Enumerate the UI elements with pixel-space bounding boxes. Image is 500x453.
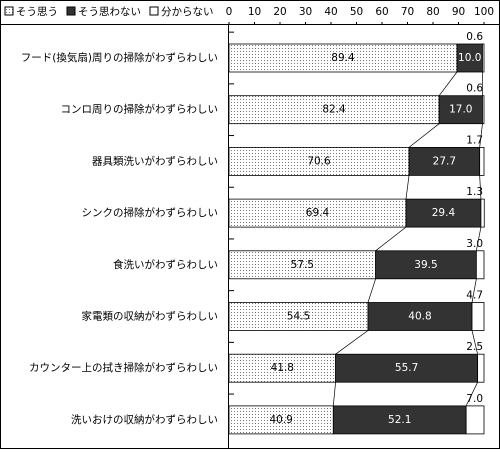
series-line <box>476 227 482 251</box>
x-tick-label: 90 <box>452 6 465 18</box>
value-label: 57.5 <box>291 259 314 271</box>
legend-label: そう思う <box>16 6 58 18</box>
x-tick-label: 10 <box>248 6 261 18</box>
legend-swatch <box>4 6 14 16</box>
x-tick-label: 80 <box>426 6 439 18</box>
bar-segment <box>228 405 334 435</box>
legend-swatch <box>66 6 76 16</box>
legend-swatch <box>149 6 159 16</box>
value-label: 1.3 <box>466 186 483 198</box>
value-label: 10.0 <box>458 52 481 64</box>
series-line <box>408 123 440 148</box>
value-label: 41.8 <box>271 362 294 374</box>
category-label: 洗いおけの収納がわずらわしい <box>71 413 218 426</box>
bar-segment <box>332 405 467 435</box>
series-line <box>465 382 478 407</box>
x-tick-label: 60 <box>375 6 388 18</box>
series-line <box>471 330 478 355</box>
value-label: 7.0 <box>466 393 483 405</box>
x-tick-label: 40 <box>324 6 337 18</box>
series-line <box>335 330 369 355</box>
value-label: 55.7 <box>395 362 418 374</box>
value-label: 89.4 <box>331 52 355 64</box>
bar-segment <box>471 302 485 331</box>
bar-segment <box>408 146 481 176</box>
bar-segment <box>228 95 440 125</box>
x-tick-label: 0 <box>226 6 233 18</box>
series-line <box>471 278 477 303</box>
x-tick-label: 20 <box>273 6 286 18</box>
category-label: 家電類の収納がわずらわしい <box>82 310 219 323</box>
value-label: 0.6 <box>466 83 483 95</box>
bar-segment <box>482 43 485 73</box>
value-label: 39.5 <box>414 259 437 271</box>
legend-label: 分からない <box>161 6 214 18</box>
bar-segment <box>480 198 485 228</box>
bar-segment <box>477 353 485 383</box>
value-label: 2.5 <box>466 341 483 353</box>
value-label: 3.0 <box>466 238 483 250</box>
bar-segment <box>479 146 485 176</box>
bar-segment <box>465 405 485 435</box>
value-label: 17.0 <box>449 104 472 116</box>
bar-segment <box>228 43 458 73</box>
category-label: フード(換気扇)周りの掃除がわずらわしい <box>21 51 218 64</box>
series-line <box>479 175 482 200</box>
series-line <box>405 175 410 200</box>
category-label: カウンター上の拭き掃除がわずらわしい <box>29 361 218 374</box>
value-label: 82.4 <box>322 104 346 116</box>
value-label: 54.5 <box>287 311 310 323</box>
series-line <box>438 71 458 96</box>
bar-segment <box>438 95 483 125</box>
bar-segment <box>335 353 479 383</box>
bar-segment <box>405 198 482 228</box>
legend-label: そう思わない <box>78 6 141 18</box>
value-label: 52.1 <box>388 414 411 426</box>
value-label: 4.7 <box>466 290 483 302</box>
series-line <box>479 123 483 148</box>
category-label: シンクの掃除がわずらわしい <box>82 206 219 219</box>
value-label: 69.4 <box>306 207 330 219</box>
series-line <box>332 382 336 406</box>
value-label: 70.6 <box>307 155 331 167</box>
series-line <box>375 226 407 252</box>
x-tick-label: 50 <box>350 6 363 18</box>
value-label: 40.9 <box>269 414 292 426</box>
category-label: 食洗いがわずらわしい <box>113 258 218 271</box>
bar-segment <box>375 250 477 280</box>
bar-segment <box>228 146 410 176</box>
bar-segment <box>475 250 485 280</box>
series-line <box>367 278 376 303</box>
x-tick-label: 30 <box>299 6 312 18</box>
bar-segment <box>482 95 485 125</box>
value-label: 1.7 <box>466 134 483 146</box>
x-tick-label: 70 <box>401 6 414 18</box>
value-label: 40.8 <box>408 311 431 323</box>
bar-segment <box>228 250 377 280</box>
value-label: 27.7 <box>433 155 456 167</box>
value-label: 0.6 <box>466 31 483 43</box>
bar-segment <box>228 353 336 383</box>
x-tick-label: 100 <box>474 6 494 18</box>
value-label: 29.4 <box>432 207 456 219</box>
category-label: 器具類洗いがわずらわしい <box>92 154 218 167</box>
bar-segment <box>228 302 369 331</box>
bar-segment <box>367 302 473 331</box>
category-label: コンロ周りの掃除がわずらわしい <box>61 103 219 116</box>
